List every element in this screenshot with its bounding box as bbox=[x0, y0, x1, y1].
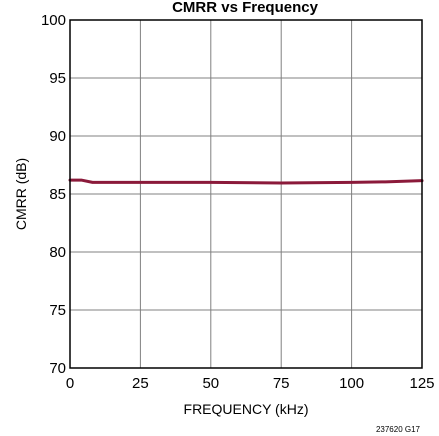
chart-title: CMRR vs Frequency bbox=[172, 0, 319, 16]
x-axis-title: FREQUENCY (kHz) bbox=[184, 401, 309, 417]
y-tick-label: 70 bbox=[49, 360, 66, 377]
y-tick-label: 75 bbox=[49, 302, 66, 319]
x-tick-labels: 0 25 50 75 100 125 bbox=[66, 375, 435, 392]
y-tick-label: 100 bbox=[41, 12, 66, 29]
x-tick-label: 50 bbox=[202, 375, 219, 392]
y-axis-title: CMRR (dB) bbox=[13, 158, 29, 230]
series-line-1 bbox=[68, 178, 424, 185]
x-tick-label: 100 bbox=[339, 375, 364, 392]
y-tick-label: 80 bbox=[49, 244, 66, 261]
y-tick-labels: 70 75 80 85 90 95 100 bbox=[41, 12, 66, 377]
x-tick-label: 125 bbox=[409, 375, 434, 392]
grid-lines bbox=[69, 19, 423, 369]
series-layer bbox=[68, 178, 424, 185]
figure-code: 237620 G17 bbox=[376, 425, 421, 434]
x-tick-label: 0 bbox=[66, 375, 74, 392]
x-tick-label: 75 bbox=[273, 375, 290, 392]
y-tick-label: 95 bbox=[49, 70, 66, 87]
plot-frame bbox=[69, 19, 423, 369]
y-tick-label: 90 bbox=[49, 128, 66, 145]
x-tick-label: 25 bbox=[132, 375, 149, 392]
y-tick-label: 85 bbox=[49, 186, 66, 203]
